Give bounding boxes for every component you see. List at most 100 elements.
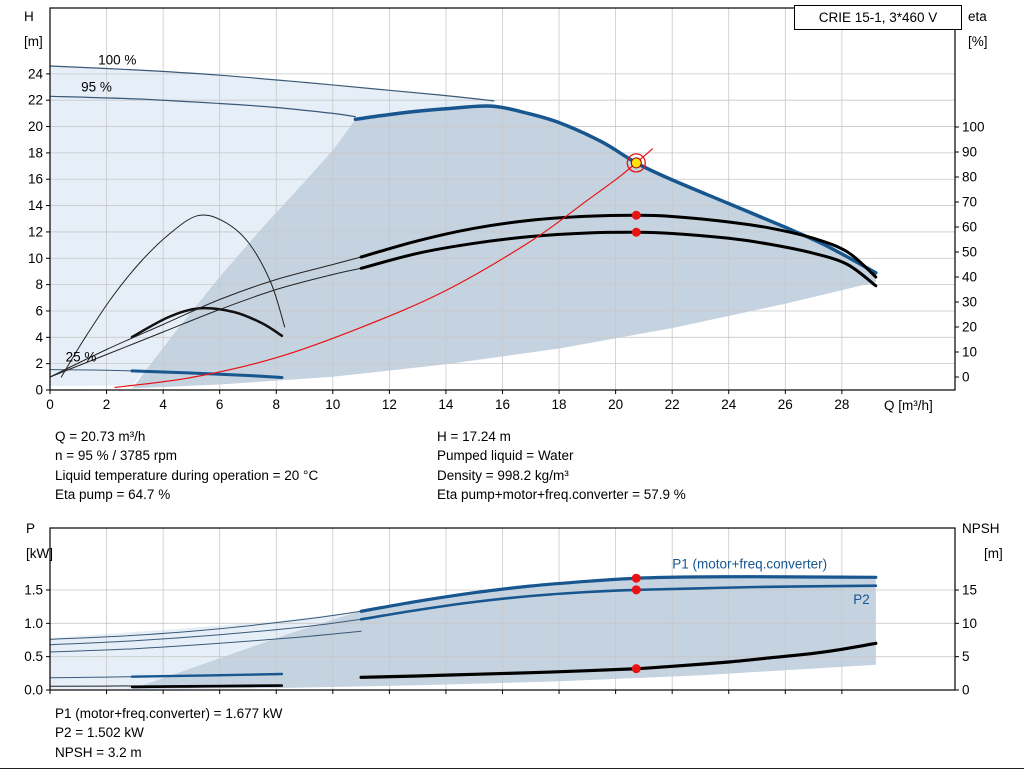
x-tick-label: 14 xyxy=(438,397,454,412)
result-p1: P1 (motor+freq.converter) = 1.677 kW xyxy=(55,706,283,721)
x-tick-label: 8 xyxy=(272,397,280,412)
x-tick-label: 0 xyxy=(46,397,54,412)
npsh-25pct xyxy=(130,684,284,689)
y-right-tick-label: 30 xyxy=(962,295,977,310)
speed-curve-25pct xyxy=(130,369,284,379)
y-right-tick-label: 0 xyxy=(962,683,970,698)
affinity-curve xyxy=(114,148,653,388)
npsh-dot xyxy=(631,664,641,674)
eta-total-dot xyxy=(631,227,641,237)
duty-results-left: Q = 20.73 m³/h n = 95 % / 3785 rpm Liqui… xyxy=(55,427,318,504)
p2-curve xyxy=(359,584,878,621)
y-left-tick-label: 22 xyxy=(28,93,43,108)
duty-results-right: H = 17.24 m Pumped liquid = Water Densit… xyxy=(437,427,686,504)
x-tick-label: 26 xyxy=(778,397,793,412)
max-duty-curve xyxy=(353,104,878,275)
y-right-tick-label: 100 xyxy=(962,120,985,135)
y-right-tick-label: 5 xyxy=(962,649,970,664)
result-liquid: Pumped liquid = Water xyxy=(437,448,574,464)
npsh-axis-title-symbol: NPSH xyxy=(962,521,1000,536)
p1-dot xyxy=(631,573,641,583)
y-left-tick-label: 1.5 xyxy=(24,583,43,598)
eta-pump-lead xyxy=(49,256,362,378)
eta-pump-25pct-curve xyxy=(60,214,286,378)
y-right-tick-label: 10 xyxy=(962,345,977,360)
pump-model-badge: CRIE 15-1, 3*460 V xyxy=(794,5,962,30)
result-npsh: NPSH = 3.2 m xyxy=(55,744,142,760)
x-tick-label: 4 xyxy=(159,397,167,412)
p1-lead xyxy=(49,610,362,640)
x-tick-label: 12 xyxy=(382,397,397,412)
speed-label-95: 95 % xyxy=(81,80,112,95)
y-left-tick-label: 14 xyxy=(28,198,44,213)
y-right-tick-label: 80 xyxy=(962,170,977,185)
result-p2: P2 = 1.502 kW xyxy=(55,725,144,741)
y-right-tick-label: 70 xyxy=(962,195,977,210)
result-speed: n = 95 % / 3785 rpm xyxy=(55,448,177,464)
npsh-axis-title: NPSH [m] xyxy=(962,516,1003,566)
y-left-tick-label: 0.0 xyxy=(24,683,43,698)
result-eta-pump: Eta pump = 64.7 % xyxy=(55,486,171,502)
speed-curve-25pct-lead xyxy=(49,369,133,372)
y-left-tick-label: 16 xyxy=(28,172,43,187)
y-right-tick-label: 15 xyxy=(962,583,977,598)
p2-curve-label: P2 xyxy=(853,592,870,607)
eta-total-25pct-curve xyxy=(130,306,284,339)
y-left-tick-label: 2 xyxy=(35,356,43,371)
eta-axis-title: eta [%] xyxy=(968,4,988,54)
q-axis-title: Q [m³/h] xyxy=(884,398,933,413)
y-left-tick-label: 6 xyxy=(35,303,43,318)
result-liquid-temp: Liquid temperature during operation = 20… xyxy=(55,467,319,483)
eta-total-curve xyxy=(359,230,878,288)
operating-envelope-light xyxy=(50,66,494,386)
y-left-tick-label: 24 xyxy=(28,66,44,81)
duty-point-ring xyxy=(626,153,646,173)
y-left-tick-label: 0 xyxy=(35,383,43,398)
eta-axis-title-unit: [%] xyxy=(968,34,988,49)
y-right-tick-label: 20 xyxy=(962,320,977,335)
npsh-axis-title-unit: [m] xyxy=(984,546,1003,561)
power-results: P1 (motor+freq.converter) = 1.677 kW P2 … xyxy=(55,704,282,762)
speed-label-25: 25 % xyxy=(66,350,97,365)
x-tick-label: 28 xyxy=(834,397,849,412)
h-axis-title-unit: [m] xyxy=(24,34,43,49)
x-tick-label: 20 xyxy=(608,397,623,412)
result-head: H = 17.24 m xyxy=(437,429,511,444)
y-right-tick-label: 50 xyxy=(962,245,977,260)
result-flow: Q = 20.73 m³/h xyxy=(55,429,146,444)
duty-point xyxy=(630,157,642,169)
p-lead-low xyxy=(49,630,362,653)
x-tick-label: 6 xyxy=(216,397,224,412)
speed-curve-100pct xyxy=(49,65,495,102)
y-right-tick-label: 10 xyxy=(962,616,977,631)
x-tick-label: 24 xyxy=(721,397,737,412)
y-left-tick-label: 20 xyxy=(28,119,43,134)
result-eta-total: Eta pump+motor+freq.converter = 57.9 % xyxy=(437,486,686,502)
npsh-curve xyxy=(359,641,878,679)
h-axis-title: H [m] xyxy=(24,4,43,54)
p1-curve-label: P1 (motor+freq.converter) xyxy=(672,557,827,572)
x-tick-label: 22 xyxy=(665,397,680,412)
y-right-tick-label: 0 xyxy=(962,370,970,385)
x-tick-label: 10 xyxy=(325,397,340,412)
h-axis-title-symbol: H xyxy=(24,9,34,24)
eta-axis-title-symbol: eta xyxy=(968,9,987,24)
y-right-tick-label: 90 xyxy=(962,145,977,160)
power-envelope-dark xyxy=(132,576,876,689)
y-left-tick-label: 1.0 xyxy=(24,616,43,631)
p1-25pct-lead xyxy=(49,676,133,679)
speed-label-100: 100 % xyxy=(98,53,136,68)
y-left-tick-label: 18 xyxy=(28,145,43,160)
operating-envelope-dark xyxy=(132,106,876,389)
y-left-tick-label: 8 xyxy=(35,277,43,292)
speed-curve-95pct-lead xyxy=(49,95,356,118)
p-axis-title-unit: [kW] xyxy=(26,546,53,561)
y-right-tick-label: 60 xyxy=(962,220,977,235)
p1-curve xyxy=(359,575,878,613)
y-left-tick-label: 4 xyxy=(35,330,43,345)
eta-pump-curve xyxy=(359,213,878,279)
p-axis-title: P [kW] xyxy=(26,516,53,566)
y-left-tick-label: 12 xyxy=(28,224,43,239)
x-tick-label: 18 xyxy=(552,397,567,412)
